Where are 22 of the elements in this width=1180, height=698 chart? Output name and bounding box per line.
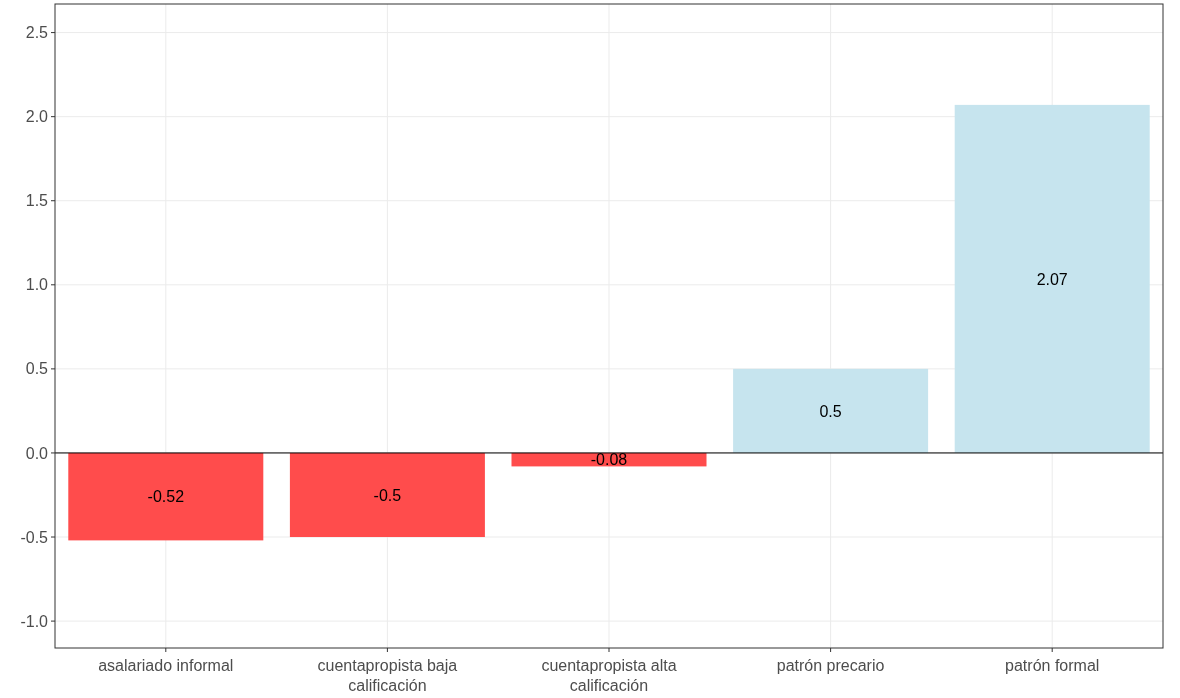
y-tick-label: 0.5	[25, 360, 49, 378]
bar	[733, 368, 929, 453]
x-tick-label: asalariado informal	[98, 657, 234, 674]
y-tick-label: -1.0	[20, 612, 49, 630]
y-tick-label: -0.5	[20, 528, 49, 546]
data-label: 0.5	[819, 402, 842, 420]
data-label: -0.5	[373, 486, 402, 504]
data-label: 2.07	[1036, 270, 1068, 288]
y-tick-label: 2.0	[25, 108, 49, 126]
y-tick-label: 1.0	[25, 276, 49, 294]
y-tick-label: 2.5	[25, 24, 49, 42]
x-tick-label: patrón precario	[776, 657, 885, 674]
x-tick-label: cuentapropista baja calificación	[317, 657, 458, 694]
data-label: -0.08	[590, 451, 628, 469]
y-tick-label: 0.0	[25, 444, 49, 462]
x-tick-label: patrón formal	[1005, 657, 1100, 674]
bar	[68, 452, 264, 541]
y-tick-label: 1.5	[25, 192, 49, 210]
data-label: -0.52	[147, 488, 185, 506]
bar	[954, 104, 1150, 453]
x-tick-label: cuentapropista alta calificación	[541, 657, 677, 694]
bar	[289, 452, 485, 538]
